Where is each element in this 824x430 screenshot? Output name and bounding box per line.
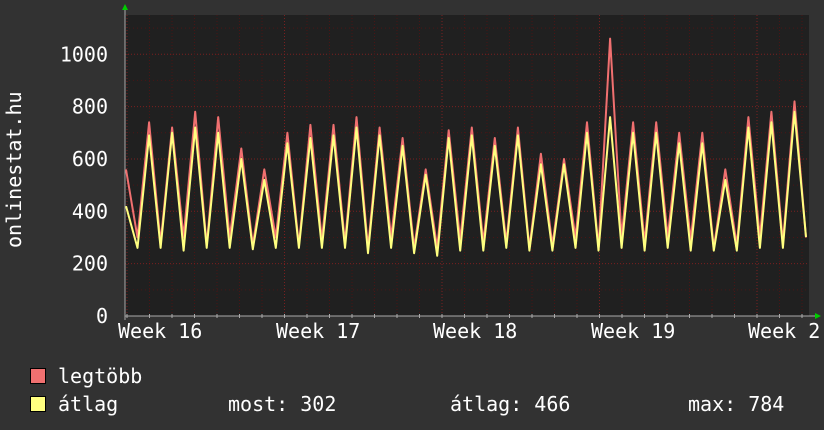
y-tick-label: 800 xyxy=(72,95,108,119)
legend-swatch-max xyxy=(30,368,46,384)
x-tick-label: Week 18 xyxy=(433,319,517,343)
series-line-avg xyxy=(125,110,807,257)
axes xyxy=(122,4,821,320)
y-tick-label: 200 xyxy=(72,252,108,276)
stat-avg: átlag: 466 xyxy=(450,392,571,416)
stat-now: most: 302 xyxy=(228,392,337,416)
y-axis-label: onlinestat.hu xyxy=(2,91,26,248)
legend-label-max: legtöbb xyxy=(58,364,143,388)
y-tick-label: 600 xyxy=(72,147,108,171)
legend-label-avg: átlag xyxy=(58,392,119,416)
x-tick-label: Week 19 xyxy=(591,319,675,343)
y-tick-label: 1000 xyxy=(60,42,108,66)
legend-item-max: legtöbb xyxy=(30,362,820,390)
legend-swatch-avg xyxy=(30,396,46,412)
x-axis-arrow xyxy=(815,313,821,319)
x-ticks: Week 16 Week 17 Week 18 Week 19 Week 2 xyxy=(118,319,820,343)
legend: legtöbb átlag most: 302 átlag: 466 max: … xyxy=(30,362,820,418)
y-tick-label: 0 xyxy=(96,304,108,328)
y-tick-label: 400 xyxy=(72,199,108,223)
x-tick-label: Week 2 xyxy=(748,319,820,343)
series-lines xyxy=(125,37,807,257)
legend-item-avg: átlag most: 302 átlag: 466 max: 784 xyxy=(30,390,820,418)
y-axis-arrow xyxy=(122,4,128,10)
y-ticks: 0 200 400 600 800 1000 xyxy=(60,42,108,328)
x-tick-label: Week 17 xyxy=(276,319,360,343)
x-tick-label: Week 16 xyxy=(118,319,202,343)
stat-max: max: 784 xyxy=(688,392,785,416)
